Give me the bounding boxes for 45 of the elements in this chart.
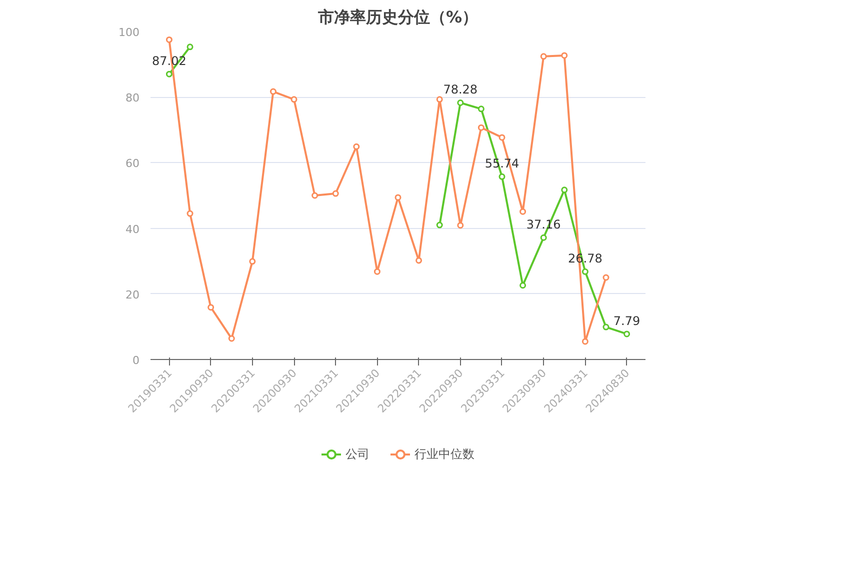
legend-label: 公司 [346, 446, 370, 462]
point [416, 257, 422, 264]
y-tick-label: 0 [132, 354, 140, 367]
y-tick-label: 80 [126, 92, 140, 105]
point [249, 258, 256, 265]
point [561, 186, 568, 194]
point [520, 282, 526, 289]
point [290, 96, 298, 103]
point [602, 274, 610, 281]
point [582, 338, 588, 345]
data-label: 78.28 [443, 82, 478, 97]
point [353, 143, 360, 150]
point [457, 99, 464, 106]
point [624, 330, 630, 338]
point [374, 268, 380, 275]
y-tick-label: 40 [126, 222, 140, 236]
point [228, 335, 235, 342]
point [332, 190, 339, 197]
legend-label: 行业中位数 [414, 446, 474, 462]
data-label: 7.79 [613, 314, 640, 328]
point [602, 324, 610, 330]
point [540, 53, 547, 60]
point [186, 210, 194, 217]
point [166, 36, 172, 43]
point [186, 44, 194, 50]
y-tick-label: 60 [126, 157, 140, 170]
point [498, 134, 506, 141]
y-tick-label: 20 [126, 288, 140, 302]
point [520, 208, 526, 215]
point [270, 88, 276, 95]
point [478, 124, 484, 131]
chart-title: 市净率历史分位（%） [316, 8, 478, 26]
point [540, 234, 547, 241]
point [498, 173, 506, 180]
point [166, 70, 172, 78]
point [457, 222, 464, 229]
point [582, 268, 588, 275]
point [436, 222, 443, 228]
point [208, 304, 214, 311]
point [394, 194, 402, 201]
point [478, 106, 484, 112]
point [561, 52, 568, 59]
point [436, 96, 443, 103]
point [312, 192, 318, 199]
y-tick-label: 100 [118, 26, 140, 39]
